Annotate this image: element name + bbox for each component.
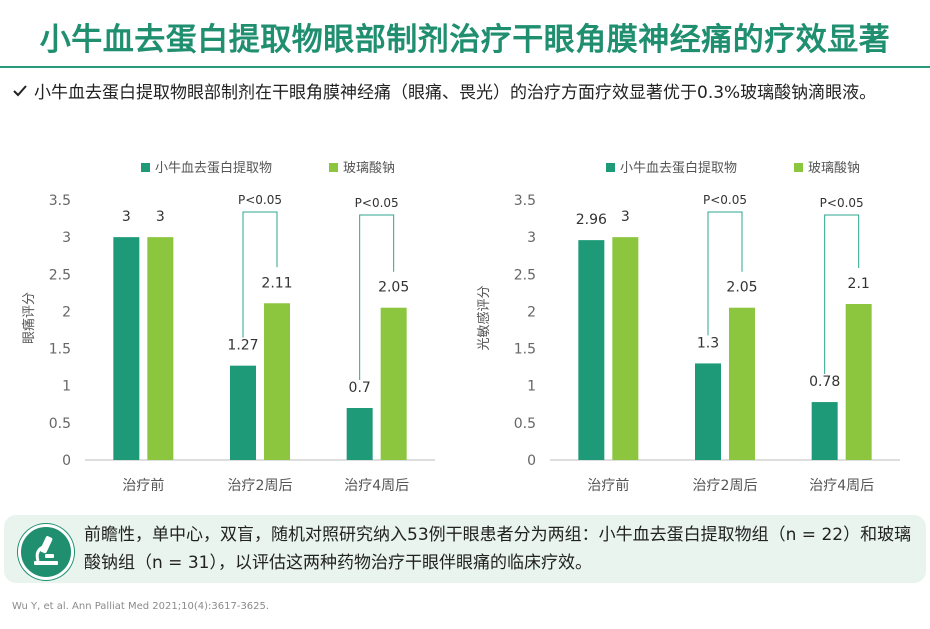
y-axis-label: 光敏感评分 — [476, 285, 492, 350]
data-label: 2.05 — [378, 280, 409, 296]
y-tick-label: 0 — [527, 453, 536, 469]
legend-label: 小牛血去蛋白提取物 — [155, 160, 272, 176]
data-label: 3 — [122, 209, 131, 225]
y-tick-label: 1.5 — [514, 342, 536, 358]
data-label: 1.27 — [227, 338, 258, 354]
y-tick-label: 0 — [62, 453, 71, 469]
legend-swatch — [329, 163, 338, 172]
x-category-label: 治疗4周后 — [344, 478, 409, 494]
y-tick-label: 2.5 — [514, 267, 536, 283]
y-tick-label: 2.5 — [49, 267, 71, 283]
y-tick-label: 1 — [527, 379, 536, 395]
x-category-label: 治疗2周后 — [693, 478, 758, 494]
bar — [578, 240, 605, 460]
y-tick-label: 3.5 — [49, 193, 71, 209]
data-label: 3 — [156, 209, 165, 225]
key-finding-text: 小牛血去蛋白提取物眼部制剂在干眼角膜神经痛（眼痛、畏光）的治疗方面疗效显著优于0… — [34, 83, 877, 103]
legend-label: 玻璃酸钠 — [343, 161, 395, 176]
data-label: 0.7 — [349, 380, 371, 396]
data-label: 2.96 — [576, 212, 607, 228]
bar — [811, 402, 838, 460]
significance-label: P<0.05 — [820, 196, 864, 210]
x-category-label: 治疗前 — [587, 477, 629, 494]
title-divider — [0, 66, 930, 68]
study-design-box: 前瞻性，单中心，双盲，随机对照研究纳入53例干眼患者分为两组：小牛血去蛋白提取物… — [4, 515, 926, 583]
legend-swatch — [141, 163, 150, 172]
data-label: 3 — [621, 209, 630, 225]
significance-bracket — [359, 214, 395, 380]
bar — [845, 304, 872, 460]
eye-pain-chart: 小牛血去蛋白提取物 玻璃酸钠眼痛评分 0 0.5 1 1.5 2 2.5 3 3.5 治疗前 3 3 治疗… — [0, 150, 465, 510]
significance-bracket — [707, 211, 743, 336]
x-category-label: 治疗前 — [122, 477, 164, 494]
y-tick-label: 3 — [527, 230, 536, 246]
y-tick-label: 1.5 — [49, 342, 71, 358]
y-tick-label: 2 — [527, 304, 536, 320]
bar — [612, 237, 639, 460]
x-category-label: 治疗2周后 — [228, 478, 293, 494]
bar — [346, 408, 373, 460]
bar — [380, 307, 407, 460]
legend-label: 玻璃酸钠 — [808, 161, 860, 176]
x-category-label: 治疗4周后 — [809, 478, 874, 494]
key-finding: 小牛血去蛋白提取物眼部制剂在干眼角膜神经痛（眼痛、畏光）的治疗方面疗效显著优于0… — [12, 80, 912, 107]
significance-label: P<0.05 — [355, 196, 399, 210]
study-design-text: 前瞻性，单中心，双盲，随机对照研究纳入53例干眼患者分为两组：小牛血去蛋白提取物… — [84, 525, 912, 573]
data-label: 2.1 — [848, 276, 870, 292]
bar — [264, 303, 290, 460]
page-title: 小牛血去蛋白提取物眼部制剂治疗干眼角膜神经痛的疗效显著 — [39, 22, 891, 58]
legend-swatch — [794, 163, 803, 172]
microscope-icon — [18, 524, 74, 580]
significance-bracket — [824, 214, 860, 375]
bar — [113, 237, 140, 460]
data-label: 2.05 — [726, 280, 757, 296]
citation: Wu Y, et al. Ann Palliat Med 2021;10(4):… — [12, 601, 270, 612]
significance-label: P<0.05 — [238, 193, 282, 207]
y-tick-label: 2 — [62, 304, 71, 320]
legend-swatch — [606, 163, 615, 172]
y-tick-label: 3 — [62, 230, 71, 246]
bar — [695, 363, 721, 460]
y-tick-label: 3.5 — [514, 193, 536, 209]
check-icon — [12, 80, 34, 107]
data-label: 1.3 — [697, 335, 719, 351]
data-label: 2.11 — [261, 275, 292, 291]
y-tick-label: 1 — [62, 379, 71, 395]
legend-label: 小牛血去蛋白提取物 — [620, 160, 737, 176]
data-label: 0.78 — [809, 374, 840, 390]
y-tick-label: 0.5 — [49, 416, 71, 432]
bar — [230, 365, 256, 460]
significance-bracket — [242, 211, 278, 338]
y-axis-label: 眼痛评分 — [21, 292, 37, 344]
bar — [729, 307, 755, 460]
y-tick-label: 0.5 — [514, 416, 536, 432]
photophobia-chart: 小牛血去蛋白提取物 玻璃酸钠光敏感评分 0 0.5 1 1.5 2 2.5 3 3.5 治疗前 2.9… — [465, 150, 930, 510]
significance-label: P<0.05 — [703, 193, 747, 207]
bar — [147, 237, 174, 460]
